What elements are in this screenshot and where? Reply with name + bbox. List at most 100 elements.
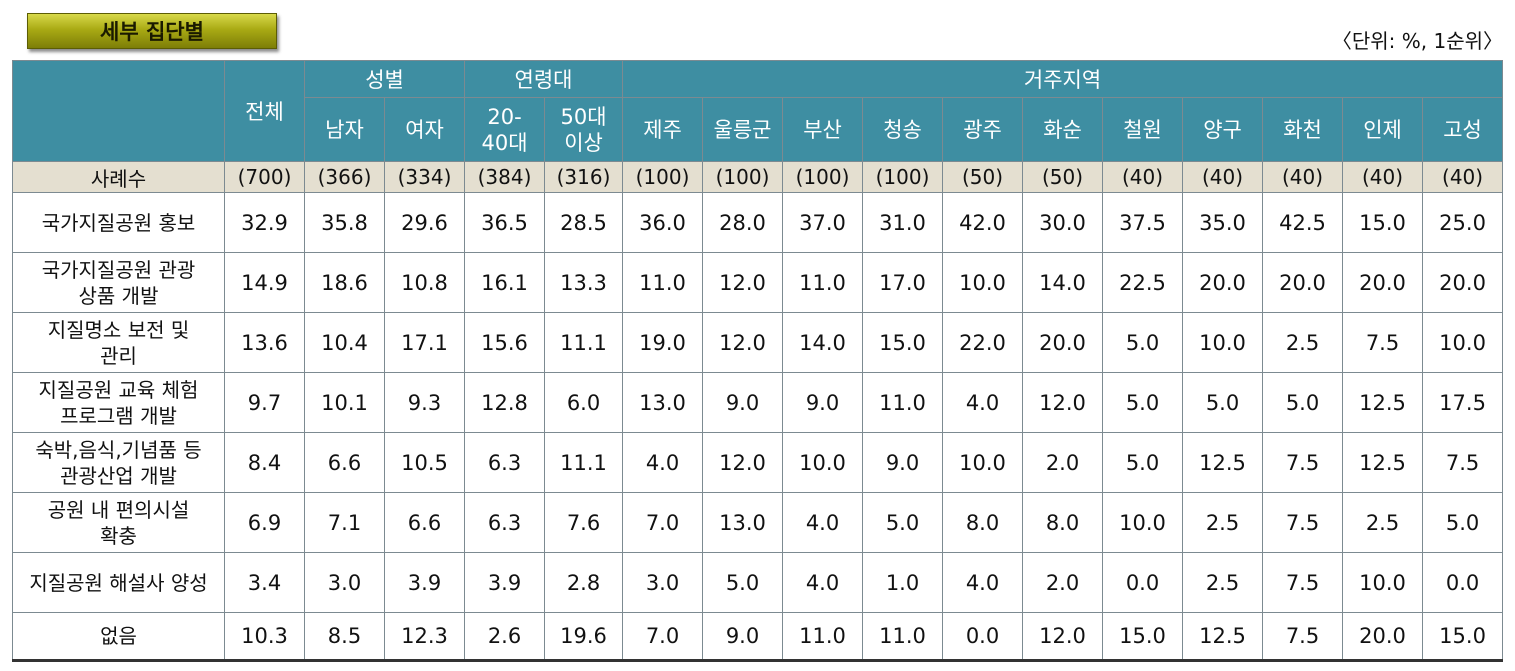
value-cell: 12.0 xyxy=(702,252,784,313)
value-cell: 35.0 xyxy=(1182,192,1264,253)
header-sub-cell: 울릉군 xyxy=(702,97,784,162)
value-cell: 20.0 xyxy=(1422,252,1504,313)
value-cell: 2.5 xyxy=(1262,312,1344,373)
value-cell: 7.0 xyxy=(622,492,704,553)
value-cell: 15.6 xyxy=(464,312,546,373)
value-cell: 20.0 xyxy=(1342,252,1424,313)
value-cell: 7.5 xyxy=(1262,492,1344,553)
value-cell: 0.0 xyxy=(1422,552,1504,613)
value-cell: 5.0 xyxy=(1182,372,1264,433)
table-row: 공원 내 편의시설 확충 6.9 7.1 6.6 6.3 7.6 7.0 13.0 4.0 5.0… xyxy=(12,492,1504,553)
value-cell: 12.5 xyxy=(1182,432,1264,493)
table-row: 없음 10.3 8.5 12.3 2.6 19.6 7.0 9.0 11.0 11.0 0.0 12.… xyxy=(12,612,1504,662)
value-cell: 7.5 xyxy=(1262,552,1344,613)
value-cell: 19.0 xyxy=(622,312,704,373)
value-cell: 17.0 xyxy=(862,252,944,313)
count-row-label: 사례수 xyxy=(12,161,225,193)
header-region: 거주지역 xyxy=(622,60,1504,98)
value-cell: 20.0 xyxy=(1342,612,1424,662)
value-cell: 7.5 xyxy=(1422,432,1504,493)
value-cell: 2.5 xyxy=(1182,492,1264,553)
row-label: 숙박,음식,기념품 등 관광산업 개발 xyxy=(12,432,225,493)
value-cell: 12.0 xyxy=(1022,612,1104,662)
count-cell: (100) xyxy=(702,161,784,193)
header-sub-cell: 남자 xyxy=(304,97,385,162)
value-cell: 5.0 xyxy=(1102,312,1184,373)
value-cell: 13.0 xyxy=(702,492,784,553)
header-sub-cell: 화순 xyxy=(1022,97,1104,162)
value-cell: 28.0 xyxy=(702,192,784,253)
value-cell: 20.0 xyxy=(1022,312,1104,373)
value-cell: 17.5 xyxy=(1422,372,1504,433)
header-sub-cell: 20- 40대 xyxy=(464,97,546,162)
value-cell: 36.5 xyxy=(464,192,546,253)
value-cell: 12.5 xyxy=(1342,432,1424,493)
value-cell: 3.4 xyxy=(224,552,305,613)
value-cell: 13.6 xyxy=(224,312,305,373)
header-sub-cell: 부산 xyxy=(782,97,864,162)
value-cell: 10.3 xyxy=(224,612,305,662)
count-cell: (384) xyxy=(464,161,546,193)
value-cell: 32.9 xyxy=(224,192,305,253)
header-sub-cell: 청송 xyxy=(862,97,944,162)
count-row: 사례수 (700) (366) (334) (384) (316) (100) (100) (1… xyxy=(12,161,1504,193)
value-cell: 12.5 xyxy=(1182,612,1264,662)
value-cell: 6.0 xyxy=(544,372,624,433)
value-cell: 7.5 xyxy=(1262,612,1344,662)
value-cell: 10.0 xyxy=(1342,552,1424,613)
row-label: 지질공원 해설사 양성 xyxy=(12,552,225,613)
count-cell: (40) xyxy=(1342,161,1424,193)
header-sub-cell: 인제 xyxy=(1342,97,1424,162)
header-sub-cell: 고성 xyxy=(1422,97,1504,162)
value-cell: 2.5 xyxy=(1342,492,1424,553)
value-cell: 10.5 xyxy=(383,432,466,493)
value-cell: 10.0 xyxy=(1102,492,1184,553)
count-cell: (100) xyxy=(622,161,704,193)
header-sub-cell: 양구 xyxy=(1182,97,1264,162)
section-badge-label: 세부 집단별 xyxy=(100,20,204,44)
value-cell: 5.0 xyxy=(1422,492,1504,553)
value-cell: 9.0 xyxy=(862,432,944,493)
count-cell: (40) xyxy=(1262,161,1344,193)
row-label: 지질명소 보전 및 관리 xyxy=(12,312,225,373)
table-row: 숙박,음식,기념품 등 관광산업 개발 8.4 6.6 10.5 6.3 11.1 4.0 1… xyxy=(12,432,1504,493)
count-cell: (334) xyxy=(383,161,466,193)
value-cell: 9.0 xyxy=(702,372,784,433)
value-cell: 12.0 xyxy=(1022,372,1104,433)
header-sub-cell: 화천 xyxy=(1262,97,1344,162)
value-cell: 10.8 xyxy=(383,252,466,313)
value-cell: 11.0 xyxy=(862,372,944,433)
value-cell: 10.0 xyxy=(1182,312,1264,373)
header-sub-cell: 제주 xyxy=(622,97,704,162)
value-cell: 14.0 xyxy=(782,312,864,373)
value-cell: 15.0 xyxy=(1102,612,1184,662)
value-cell: 16.1 xyxy=(464,252,546,313)
value-cell: 8.0 xyxy=(1022,492,1104,553)
value-cell: 8.4 xyxy=(224,432,305,493)
value-cell: 4.0 xyxy=(942,552,1024,613)
value-cell: 10.1 xyxy=(304,372,385,433)
value-cell: 8.5 xyxy=(304,612,385,662)
value-cell: 3.9 xyxy=(464,552,546,613)
value-cell: 20.0 xyxy=(1262,252,1344,313)
header-age: 연령대 xyxy=(464,60,624,98)
value-cell: 6.9 xyxy=(224,492,305,553)
value-cell: 28.5 xyxy=(544,192,624,253)
value-cell: 13.3 xyxy=(544,252,624,313)
header-sub-cell: 광주 xyxy=(942,97,1024,162)
value-cell: 7.6 xyxy=(544,492,624,553)
value-cell: 2.0 xyxy=(1022,552,1104,613)
value-cell: 5.0 xyxy=(862,492,944,553)
value-cell: 10.0 xyxy=(942,252,1024,313)
value-cell: 42.5 xyxy=(1262,192,1344,253)
value-cell: 35.8 xyxy=(304,192,385,253)
header-row-sub: 남자 여자 20- 40대 50대 이상 제주 울릉군 부산 청송 광주 화순 철원 양구 화천 인제 고성 xyxy=(12,97,1504,162)
value-cell: 17.1 xyxy=(383,312,466,373)
count-cell: (700) xyxy=(224,161,305,193)
value-cell: 10.0 xyxy=(942,432,1024,493)
count-cell: (100) xyxy=(862,161,944,193)
value-cell: 14.9 xyxy=(224,252,305,313)
table-body: 사례수 (700) (366) (334) (384) (316) (100) (100) (1… xyxy=(12,161,1504,662)
value-cell: 4.0 xyxy=(942,372,1024,433)
header-gender: 성별 xyxy=(303,60,466,98)
